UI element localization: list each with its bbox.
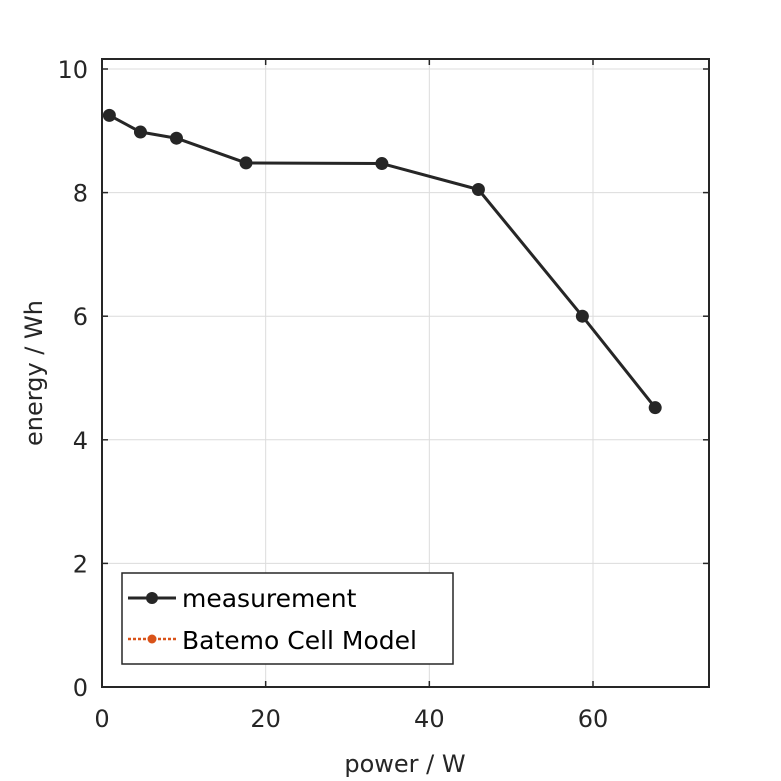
data-point bbox=[169, 131, 183, 145]
y-tick-label: 4 bbox=[73, 427, 88, 455]
series bbox=[102, 108, 662, 415]
legend-label-measurement: measurement bbox=[182, 584, 357, 613]
legend: measurement Batemo Cell Model bbox=[121, 572, 454, 665]
y-axis-label: energy / Wh bbox=[20, 300, 48, 446]
legend-marker-batemo bbox=[147, 634, 157, 644]
tick-labels: 0 20 40 60 0 2 4 6 8 10 bbox=[57, 56, 608, 733]
grid bbox=[102, 59, 709, 687]
data-point bbox=[471, 183, 485, 197]
x-tick-label: 0 bbox=[94, 705, 109, 733]
x-axis-label: power / W bbox=[344, 750, 465, 778]
data-point bbox=[102, 108, 116, 122]
y-tick-label: 0 bbox=[73, 674, 88, 702]
y-tick-label: 8 bbox=[73, 180, 88, 208]
legend-marker-measurement bbox=[146, 592, 158, 604]
data-point bbox=[239, 156, 253, 170]
ticks bbox=[101, 59, 709, 688]
y-tick-label: 2 bbox=[73, 550, 88, 578]
legend-box bbox=[121, 572, 454, 665]
y-tick-label: 10 bbox=[57, 56, 88, 84]
data-point bbox=[648, 401, 662, 415]
x-tick-label: 60 bbox=[578, 705, 609, 733]
plot-frame bbox=[101, 58, 710, 688]
data-point bbox=[133, 125, 147, 139]
data-point bbox=[575, 309, 589, 323]
x-tick-label: 20 bbox=[250, 705, 281, 733]
data-point bbox=[375, 157, 389, 171]
legend-label-batemo: Batemo Cell Model bbox=[182, 626, 417, 655]
x-tick-label: 40 bbox=[414, 705, 445, 733]
y-tick-label: 6 bbox=[73, 303, 88, 331]
